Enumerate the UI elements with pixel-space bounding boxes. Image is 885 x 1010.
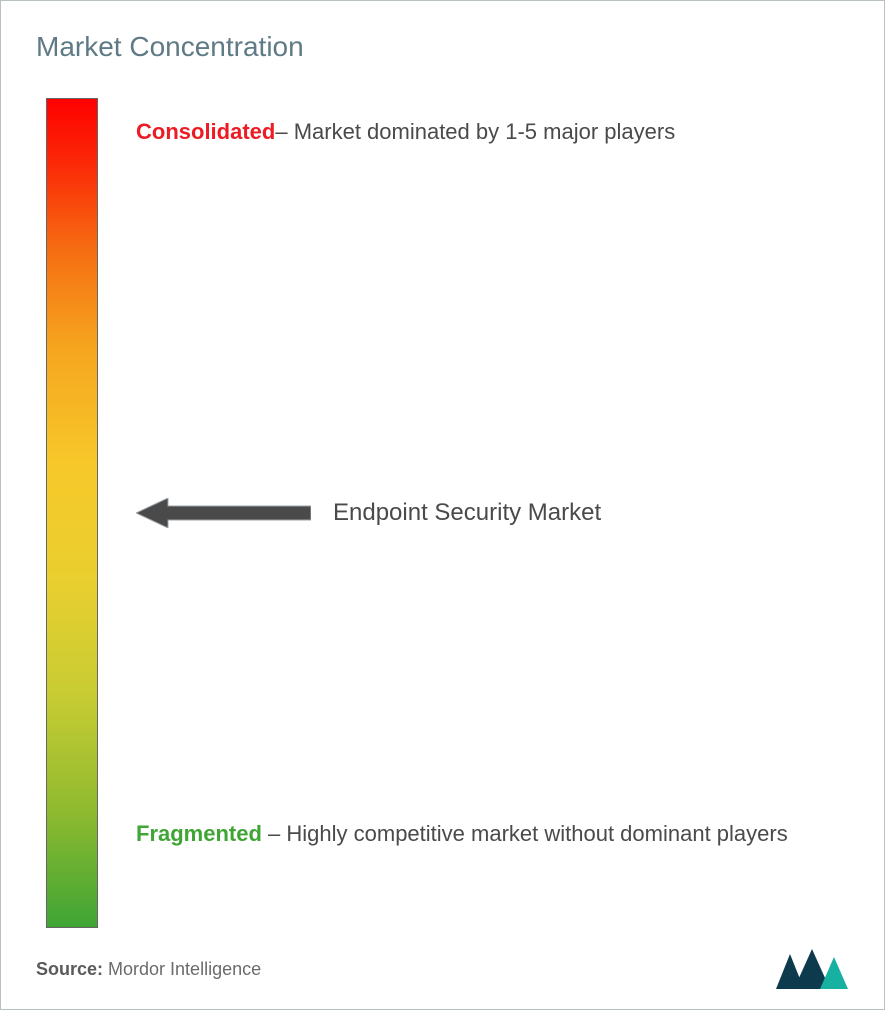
- footer: Source: Mordor Intelligence: [36, 949, 851, 989]
- pointer-label: Endpoint Security Market: [333, 499, 601, 527]
- mordor-logo-icon: [776, 949, 851, 989]
- concentration-gradient-bar: [46, 98, 98, 928]
- page-title: Market Concentration: [36, 31, 849, 63]
- fragmented-rest: – Highly competitive market without domi…: [262, 821, 788, 846]
- infographic-container: Market Concentration Consolidated– Marke…: [0, 0, 885, 1010]
- pointer-arrow-icon: [136, 498, 311, 528]
- fragmented-label: Fragmented – Highly competitive market w…: [136, 810, 816, 858]
- source-value: Mordor Intelligence: [103, 959, 261, 979]
- fragmented-highlight: Fragmented: [136, 821, 262, 846]
- source-label: Source:: [36, 959, 103, 979]
- pointer-row: Endpoint Security Market: [136, 498, 601, 528]
- consolidated-rest: – Market dominated by 1-5 major players: [275, 119, 675, 144]
- content-area: Consolidated– Market dominated by 1-5 ma…: [36, 98, 849, 928]
- consolidated-highlight: Consolidated: [136, 119, 275, 144]
- consolidated-label: Consolidated– Market dominated by 1-5 ma…: [136, 108, 816, 156]
- source-text: Source: Mordor Intelligence: [36, 959, 261, 980]
